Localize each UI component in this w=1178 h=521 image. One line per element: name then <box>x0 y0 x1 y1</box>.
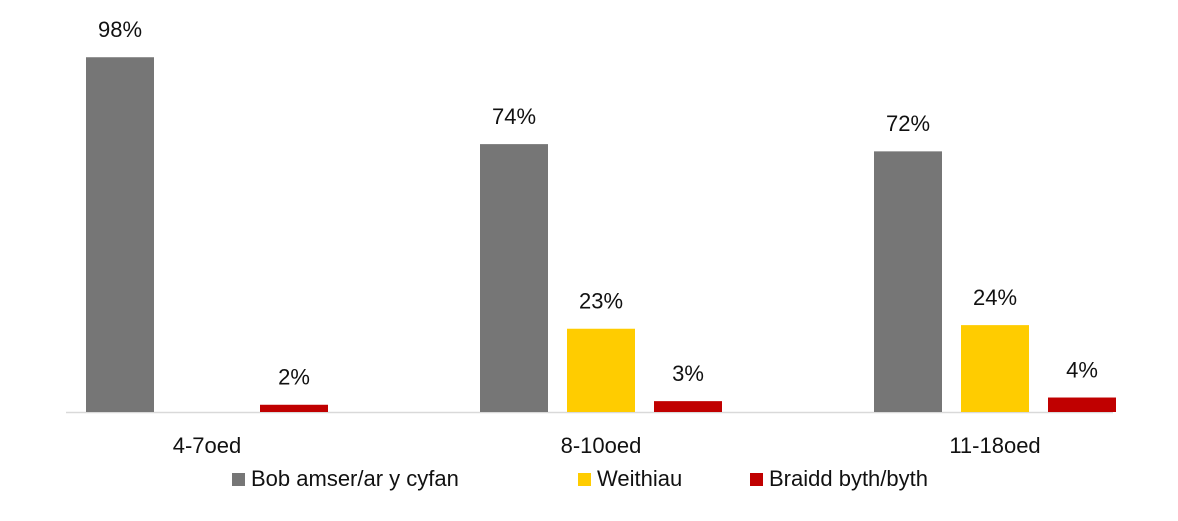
legend-label: Weithiau <box>597 466 682 491</box>
bar <box>86 57 154 413</box>
data-label: 3% <box>672 361 704 386</box>
bar <box>654 401 722 412</box>
bar <box>480 144 548 412</box>
bar <box>874 151 942 413</box>
x-tick-label: 4-7oed <box>173 433 242 458</box>
data-label: 72% <box>886 111 930 136</box>
data-label: 24% <box>973 285 1017 310</box>
legend-swatch <box>232 473 245 486</box>
x-tick-label: 11-18oed <box>949 433 1040 458</box>
data-label: 23% <box>579 289 623 314</box>
data-label: 2% <box>278 365 310 390</box>
bar <box>260 404 328 412</box>
legend-swatch <box>750 473 763 486</box>
legend-swatch <box>578 473 591 486</box>
data-label: 98% <box>98 17 142 42</box>
data-label: 74% <box>492 104 536 129</box>
x-tick-label: 8-10oed <box>561 433 642 458</box>
bar <box>1048 397 1116 412</box>
bar <box>961 325 1029 412</box>
data-label: 4% <box>1066 357 1098 382</box>
legend-label: Bob amser/ar y cyfan <box>251 466 459 491</box>
legend-label: Braidd byth/byth <box>769 466 928 491</box>
bar <box>567 328 635 412</box>
